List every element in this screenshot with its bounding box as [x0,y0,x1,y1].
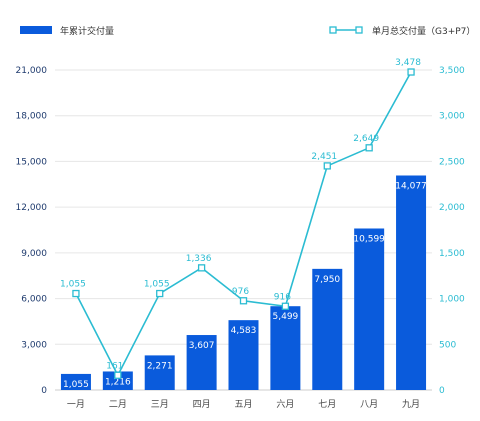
legend-bar-swatch [20,26,52,34]
line-point [407,68,415,76]
bar-value-label: 10,599 [353,234,385,244]
x-tick-label: 八月 [360,399,378,410]
right-y-tick-label: 1,500 [439,249,465,259]
bar [60,373,91,390]
right-y-tick-label: 2,000 [439,203,465,213]
bar-series [60,175,427,390]
line-point [365,144,373,152]
line-point [239,297,248,305]
bar-data-labels: 1,055 1,216 2,271 3,607 4,583 5,499 7,950 10,59… [63,181,427,389]
bar-value-label: 7,950 [314,275,340,285]
line-value-label: 1,336 [186,254,212,264]
legend: 年累计交付量 单月总交付量（G3+P7） [20,25,475,37]
bar-value-label: 5,499 [273,312,299,322]
x-tick-label: 四月 [193,399,211,410]
right-y-tick-label: 3,500 [439,66,465,76]
bar-value-label: 3,607 [189,341,215,351]
legend-line-swatch [329,26,363,34]
line-value-label: 916 [274,292,291,302]
bar [186,335,217,390]
line-point [281,302,290,310]
left-y-tick-label: 6,000 [21,295,47,305]
line-point [197,264,206,272]
bar [396,175,427,390]
bar [144,355,175,390]
left-y-tick-label: 21,000 [16,66,48,76]
right-y-tick-label: 0 [439,386,445,396]
left-y-axis: 0 3,000 6,000 9,000 12,000 15,000 18,000 21,000 [16,66,48,396]
line-point [323,162,331,170]
x-tick-label: 六月 [276,398,294,410]
line-point [114,371,122,379]
bar [354,228,385,390]
bar [270,306,301,390]
x-tick-label: 三月 [151,399,169,410]
line-value-label: 3,478 [395,58,421,68]
left-y-tick-label: 9,000 [21,249,47,259]
line-value-label: 1,055 [144,280,170,290]
line-point [72,289,80,298]
right-y-tick-label: 2,500 [439,157,465,167]
legend-bar-label: 年累计交付量 [60,25,114,37]
right-y-tick-label: 1,000 [439,295,465,305]
right-y-axis: 0 500 1,000 1,500 2,000 2,500 3,000 3,500 [439,66,465,396]
line-point [156,289,164,298]
bar-value-label: 1,216 [105,377,131,387]
right-y-tick-label: 3,000 [439,112,465,122]
legend-line-label: 单月总交付量（G3+P7） [372,25,475,37]
line-value-label: 2,649 [353,134,379,144]
bar-value-label: 14,077 [395,181,427,191]
line-value-label: 161 [106,361,123,371]
line-data-labels: 1,055 161 1,055 1,336 976 916 2,451 2,649 3,478 [60,58,421,371]
x-tick-label: 一月 [67,399,85,410]
x-tick-label: 五月 [234,399,252,410]
x-axis: 一月 二月 三月 四月 五月 六月 七月 八月 九月 [67,398,420,410]
bar [102,371,133,390]
left-y-tick-label: 0 [41,386,47,396]
line-series [72,68,415,379]
x-tick-label: 九月 [402,399,420,410]
line-value-label: 1,055 [60,280,86,290]
line-value-label: 976 [232,287,249,297]
left-y-tick-label: 18,000 [16,112,48,122]
left-y-tick-label: 3,000 [21,340,47,350]
left-y-tick-label: 15,000 [16,157,48,167]
right-y-tick-label: 500 [439,340,456,350]
bar-value-label: 2,271 [147,361,173,371]
bar-value-label: 1,055 [63,380,89,390]
bar [228,320,259,390]
left-y-tick-label: 12,000 [16,203,48,213]
bar-value-label: 4,583 [231,326,257,336]
line-value-label: 2,451 [311,152,337,162]
bar [312,268,343,390]
x-tick-label: 七月 [318,399,336,410]
x-tick-label: 二月 [109,399,127,410]
